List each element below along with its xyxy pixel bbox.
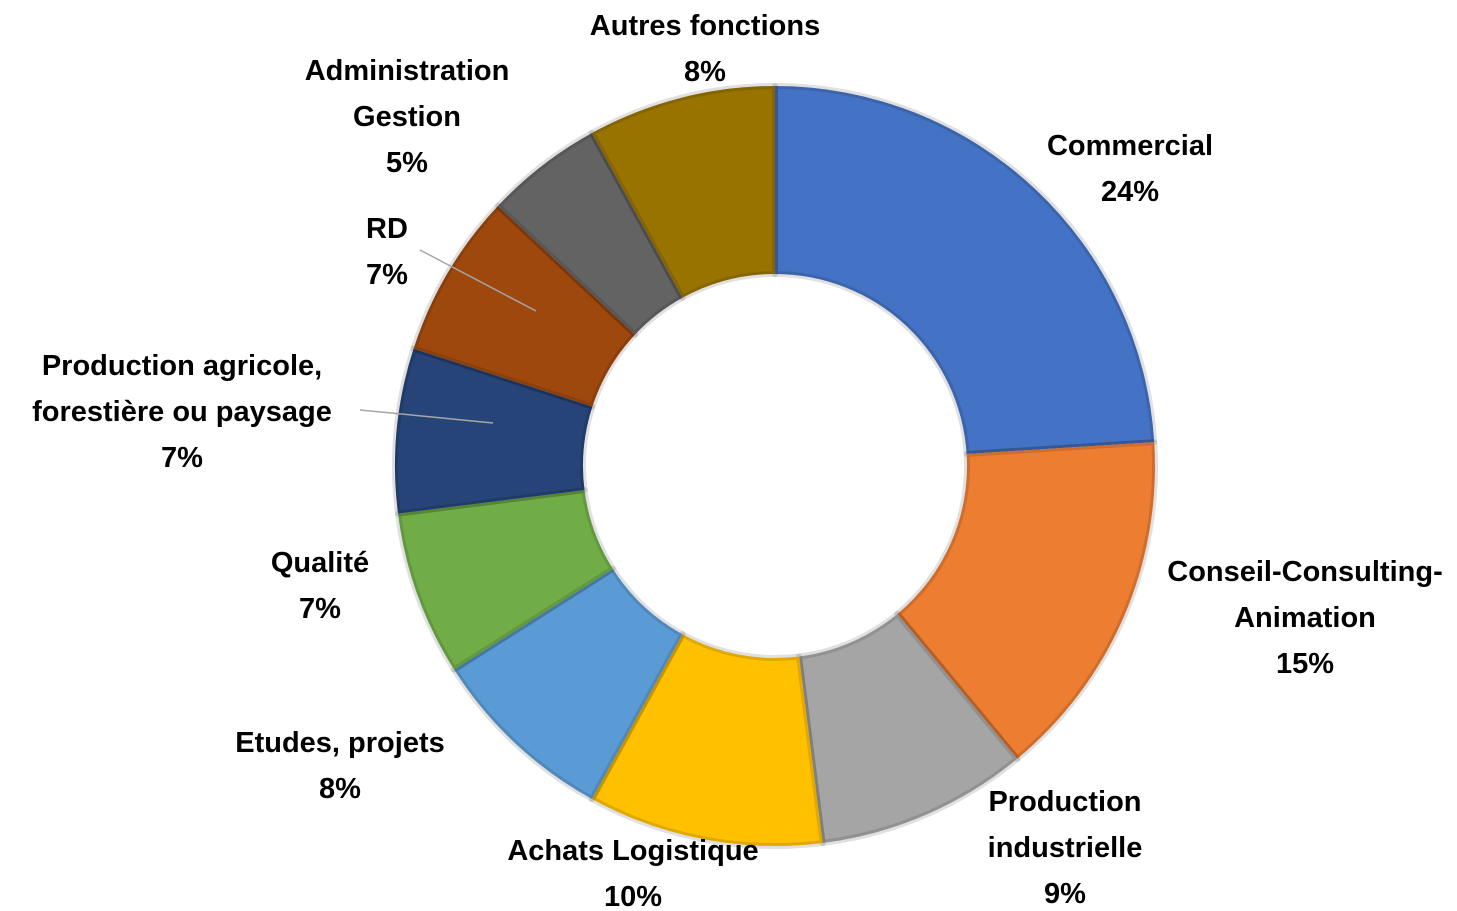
- slice-label: Achats Logistique: [507, 835, 758, 867]
- donut-slice: [392, 345, 596, 517]
- slice-label: Qualité: [271, 547, 369, 579]
- value-label: 7%: [161, 442, 203, 474]
- slice-label: Administration Gestion: [305, 55, 510, 133]
- donut-slice: [494, 130, 686, 338]
- slice-label: Production industrielle: [988, 786, 1143, 864]
- value-label: 8%: [684, 56, 726, 88]
- donut-slice: [796, 610, 1021, 847]
- value-label: 7%: [299, 593, 341, 625]
- value-label: 15%: [1276, 648, 1334, 680]
- slice-label: Conseil-Consulting-Animation: [1167, 556, 1442, 634]
- value-label: 24%: [1101, 176, 1159, 208]
- donut-slice: [772, 83, 1158, 457]
- donut-slice: [451, 565, 686, 802]
- donut-slice: [394, 487, 616, 673]
- slice-label: Autres fonctions: [590, 10, 820, 42]
- value-label: 9%: [1044, 878, 1086, 910]
- slice-label: Commercial: [1047, 130, 1213, 162]
- donut-slice: [410, 202, 639, 410]
- leader-line: [419, 249, 537, 312]
- donut-slice: [894, 439, 1158, 762]
- leader-line: [359, 409, 494, 424]
- slice-label: Production agricole, forestière ou paysag…: [32, 350, 332, 428]
- value-label: 7%: [366, 259, 408, 291]
- value-label: 8%: [319, 773, 361, 805]
- slice-label: RD: [366, 213, 408, 245]
- slice-label: Etudes, projets: [235, 727, 445, 759]
- donut-slice: [588, 631, 826, 849]
- donut-slice: [588, 83, 778, 301]
- value-label: 10%: [604, 881, 662, 911]
- value-label: 5%: [386, 147, 428, 179]
